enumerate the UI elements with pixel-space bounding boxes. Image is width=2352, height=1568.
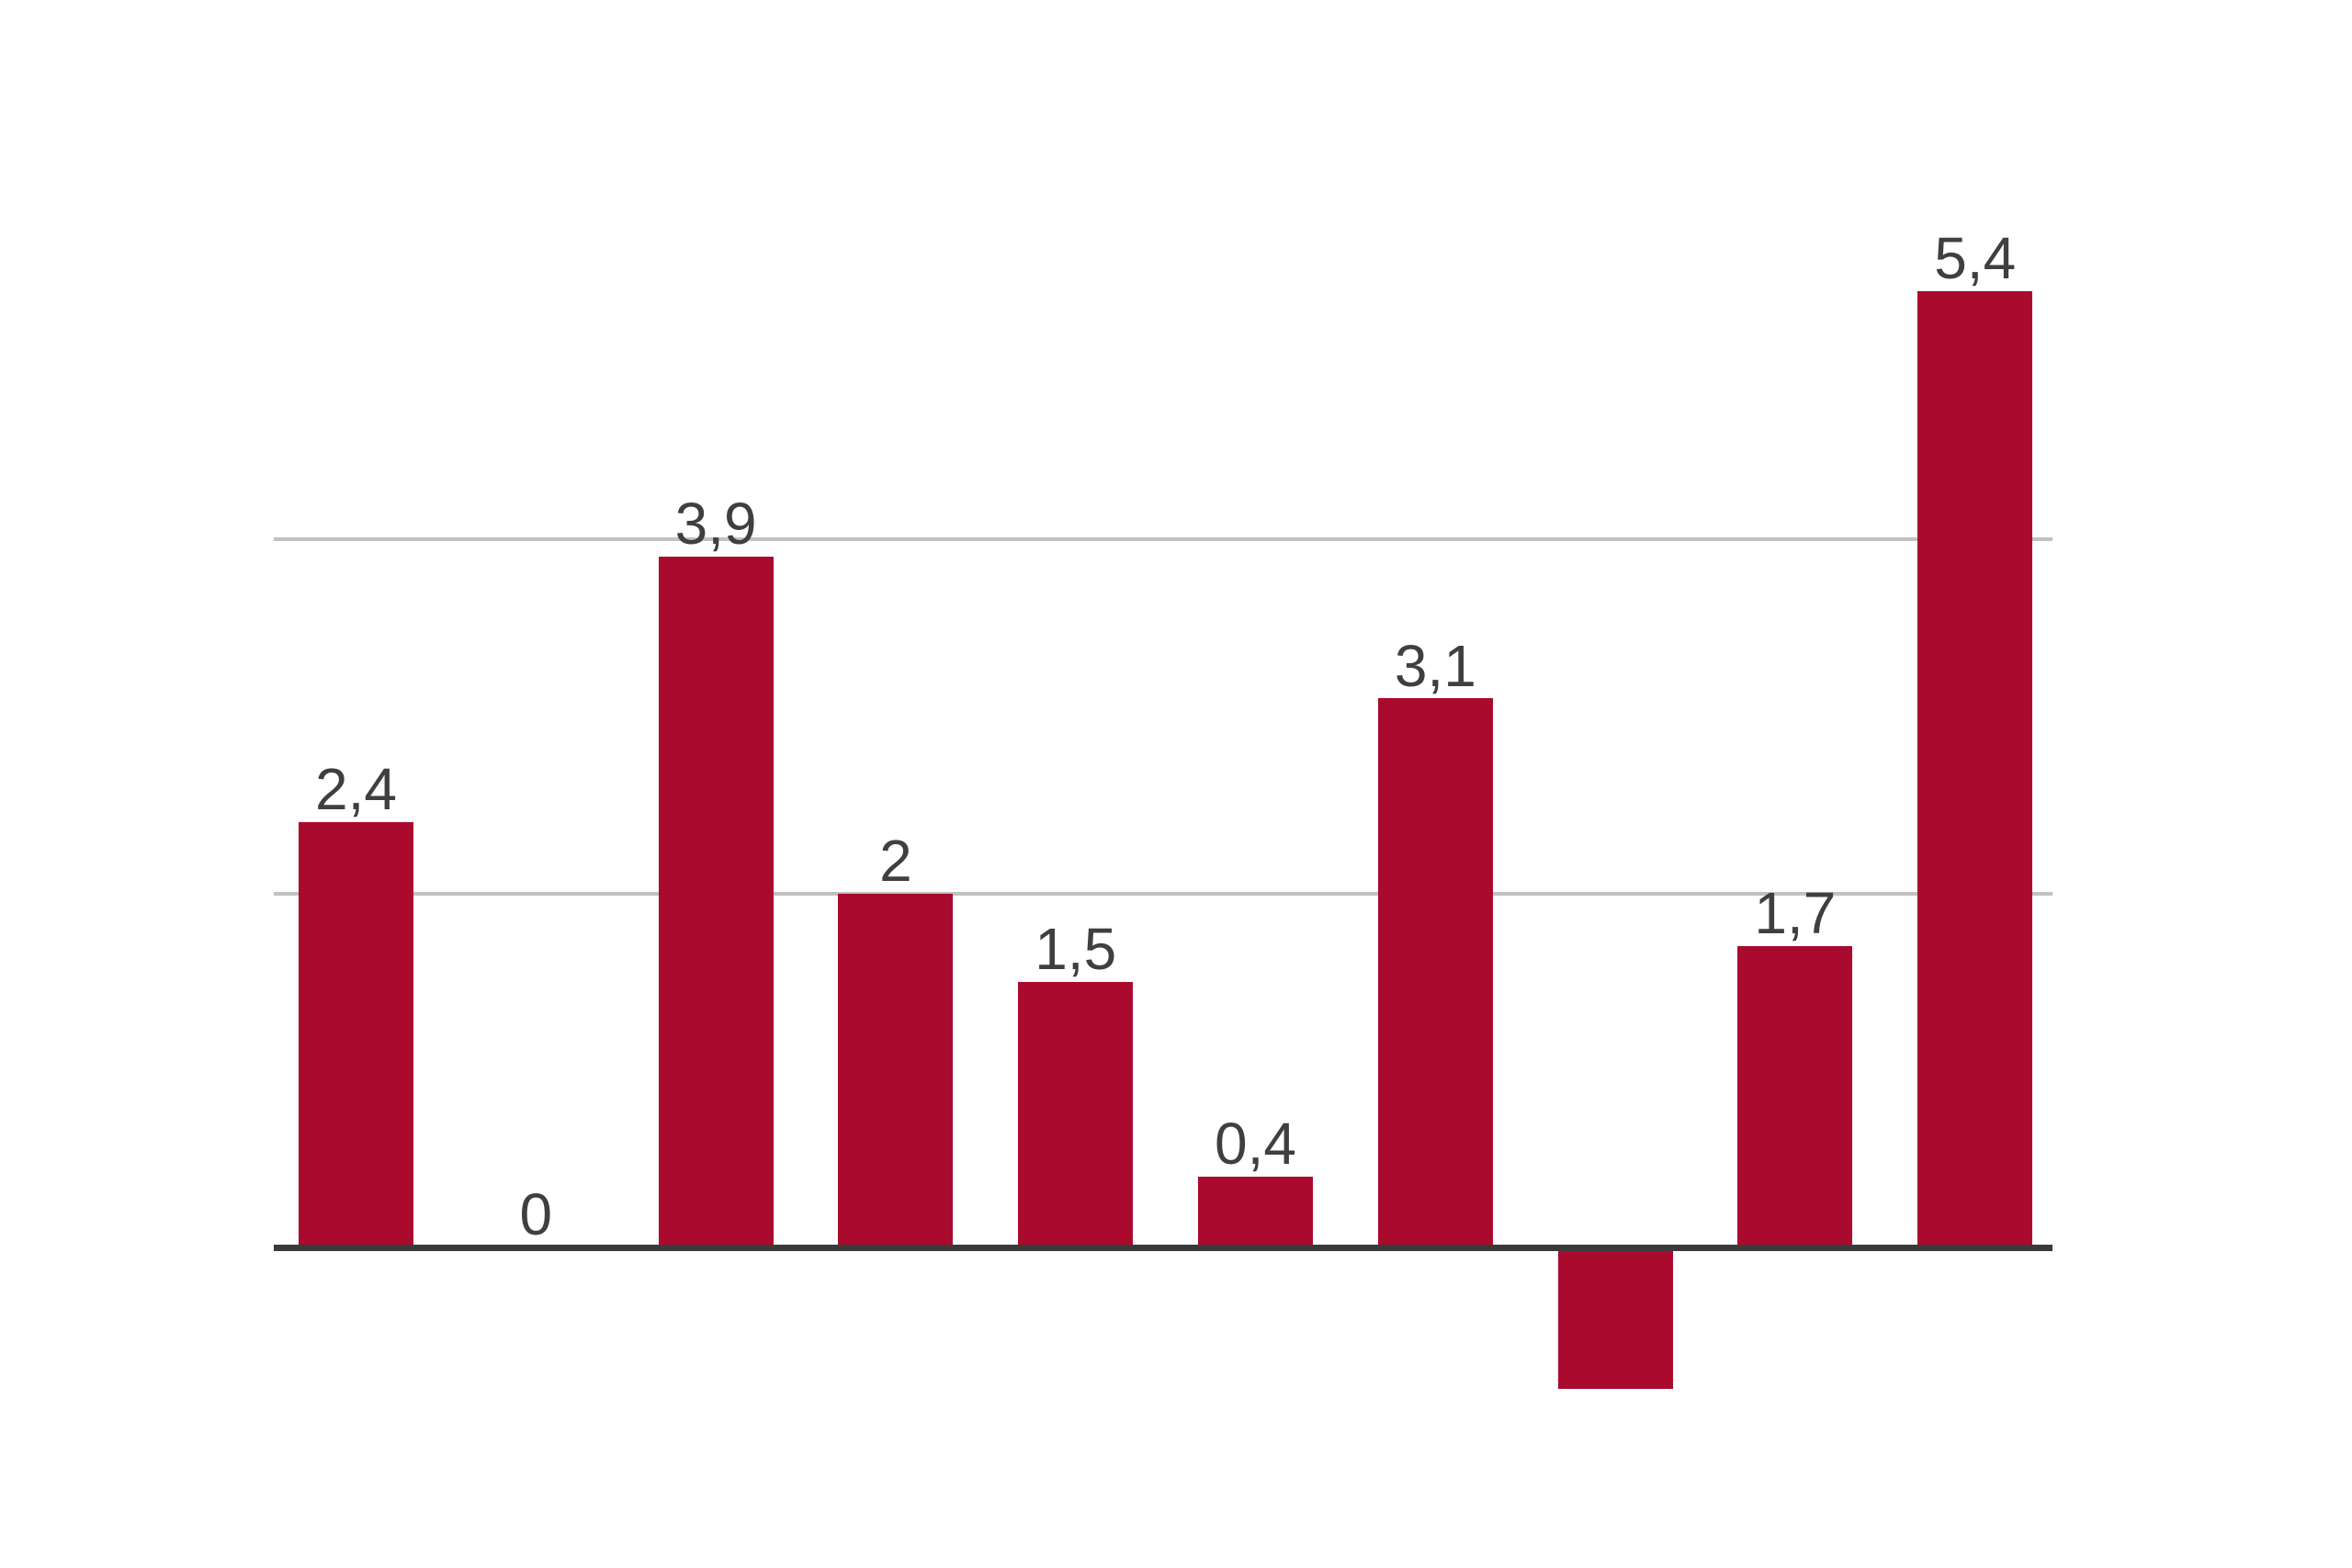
gridline-y-4 [274,537,2052,541]
bar-1 [299,822,413,1247]
bar-data-label-2: 0 [519,1181,553,1248]
bar-9 [1737,946,1853,1247]
bar-data-label-5: 1,5 [1035,915,1117,982]
bar-data-label-4: 2 [879,827,912,894]
bar-4 [838,893,954,1247]
bar-data-label-3: 3,9 [674,491,757,558]
bar-5 [1018,981,1134,1247]
bar-data-label-6: 0,4 [1215,1110,1296,1177]
bar-10 [1917,291,2033,1247]
bar-data-label-10: 5,4 [1934,225,2017,292]
bar-6 [1198,1176,1313,1247]
bar-data-label-1: 2,4 [315,756,397,823]
x-axis-line [274,1244,2052,1251]
gridline-y-2 [274,891,2052,896]
bar-data-label-9: 1,7 [1754,880,1837,947]
bar-8 [1557,1247,1673,1390]
bar-7 [1377,698,1493,1247]
bar-data-label-7: 3,1 [1394,632,1476,699]
bar-3 [658,557,774,1247]
